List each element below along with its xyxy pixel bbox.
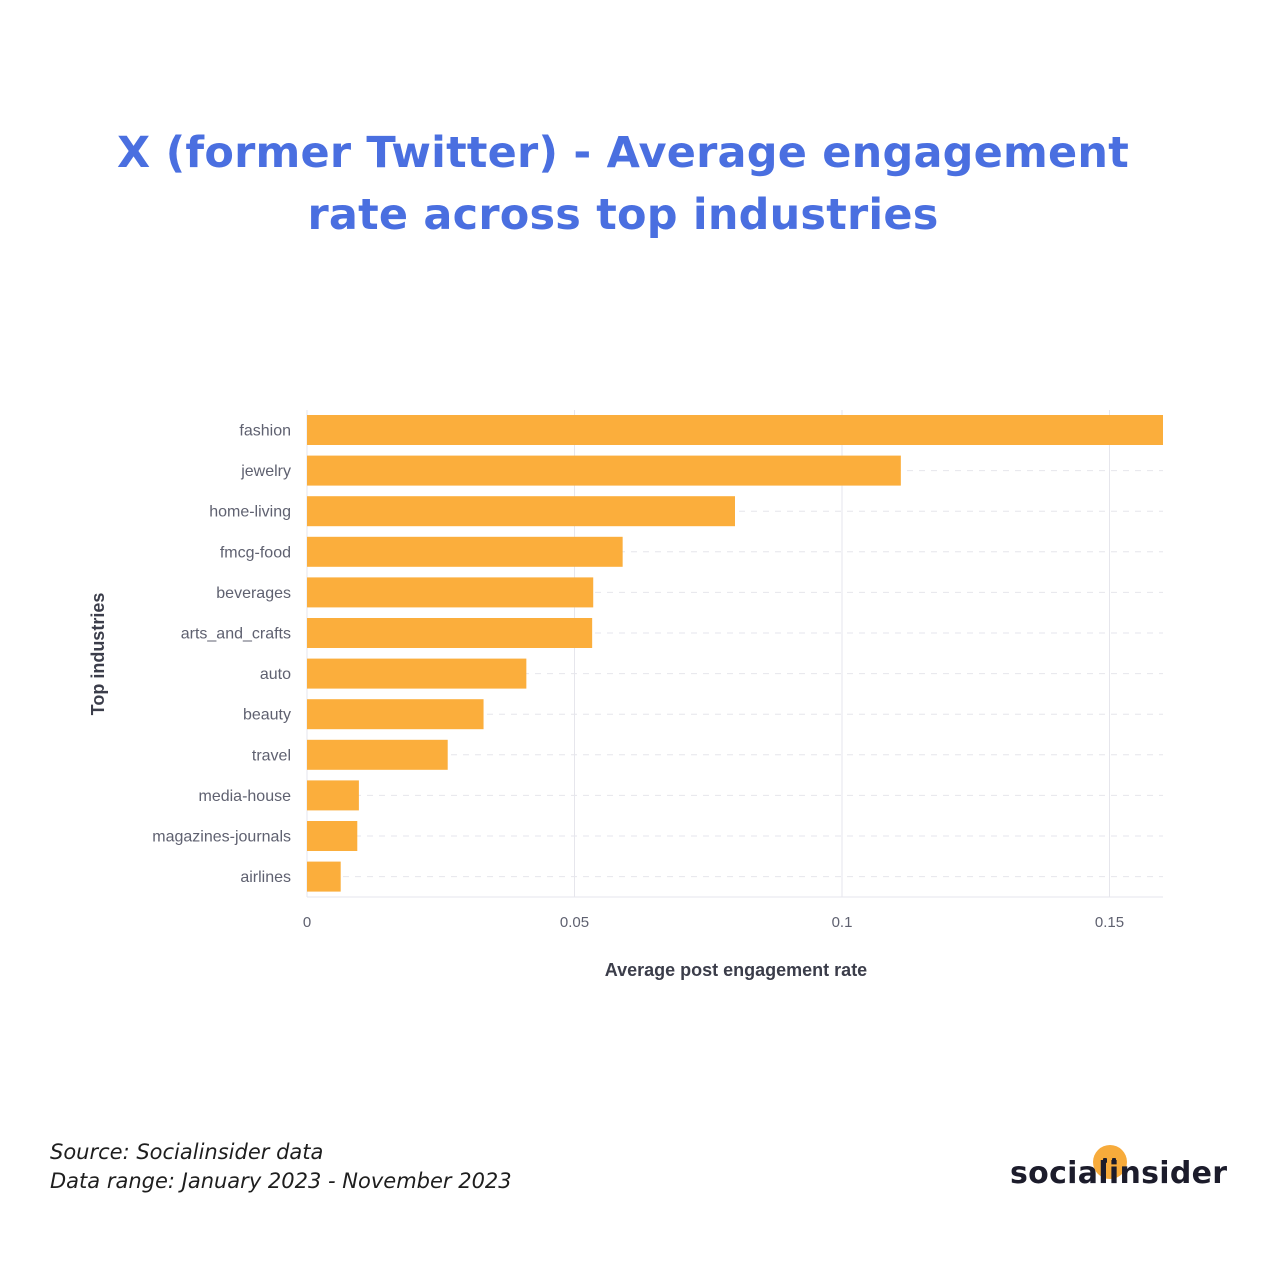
- bar-airlines[interactable]: [307, 861, 341, 892]
- x-tick-label: 0.05: [560, 914, 589, 931]
- y-tick-label: beverages: [216, 585, 291, 602]
- x-tick-label: 0: [303, 914, 311, 931]
- y-tick-label: home-living: [209, 504, 291, 521]
- bar-fashion[interactable]: [307, 415, 1163, 445]
- y-tick-label: media-house: [199, 788, 292, 805]
- date-range-note: Data range: January 2023 - November 2023: [50, 1169, 512, 1193]
- logo-wordmark: socialinsider: [1010, 1156, 1228, 1191]
- bar-travel[interactable]: [307, 739, 448, 770]
- y-tick-label: jewelry: [240, 463, 291, 480]
- bar-jewelry[interactable]: [307, 455, 901, 486]
- logo-accent-dot: [1093, 1145, 1127, 1179]
- y-tick-label: travel: [252, 747, 291, 764]
- bar-beverages[interactable]: [307, 577, 594, 608]
- bar-auto[interactable]: [307, 658, 527, 689]
- y-tick-label: auto: [260, 666, 291, 683]
- bar-arts_and_crafts[interactable]: [307, 618, 593, 648]
- y-tick-label: beauty: [243, 707, 291, 724]
- y-tick-label: arts_and_crafts: [181, 626, 291, 643]
- bar-beauty[interactable]: [307, 699, 484, 730]
- y-tick-label: fashion: [239, 423, 291, 440]
- bar-magazines-journals[interactable]: [307, 821, 358, 851]
- x-tick-label: 0.1: [832, 914, 853, 931]
- bar-fmcg-food[interactable]: [307, 536, 623, 567]
- bar-media-house[interactable]: [307, 780, 359, 811]
- x-tick-label: 0.15: [1095, 914, 1124, 931]
- y-tick-label: fmcg-food: [220, 544, 291, 561]
- bar-home-living[interactable]: [307, 496, 735, 527]
- y-tick-label: magazines-journals: [152, 829, 291, 846]
- source-note: Source: Socialinsider data: [50, 1140, 324, 1164]
- y-axis-title: Top industries: [88, 593, 108, 716]
- y-tick-label: airlines: [240, 869, 291, 886]
- x-axis-title: Average post engagement rate: [605, 960, 867, 980]
- socialinsider-logo: socialinsider: [1010, 1144, 1227, 1204]
- chart-title: X (former Twitter) - Average engagement …: [117, 128, 1129, 240]
